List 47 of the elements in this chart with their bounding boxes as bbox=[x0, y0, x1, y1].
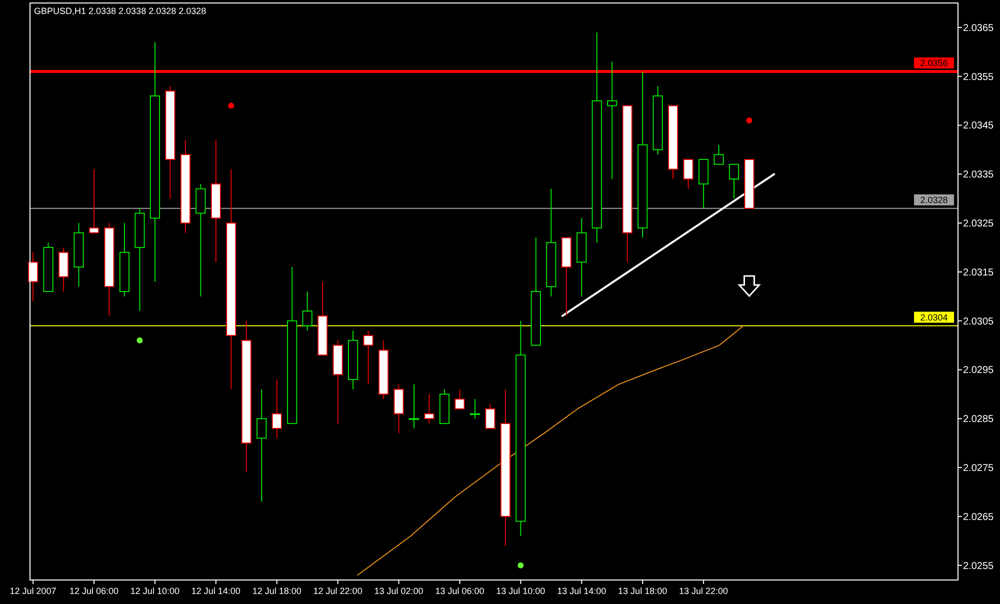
ref-line-label: 2.0328 bbox=[920, 195, 948, 206]
x-tick-label: 13 Jul 06:00 bbox=[435, 586, 484, 596]
candlestick bbox=[424, 394, 434, 424]
x-tick-label: 13 Jul 18:00 bbox=[618, 586, 668, 596]
y-tick-label: 2.0365 bbox=[963, 22, 994, 34]
x-tick-label: 12 Jul 22:00 bbox=[313, 586, 362, 596]
y-tick-label: 2.0295 bbox=[963, 365, 994, 376]
x-tick-label: 12 Jul 14:00 bbox=[191, 586, 240, 596]
y-tick-label: 2.0265 bbox=[963, 512, 994, 523]
candlestick bbox=[256, 388, 267, 502]
y-tick-label: 2.0255 bbox=[963, 560, 994, 572]
candlestick bbox=[470, 398, 480, 420]
line-series bbox=[357, 325, 744, 576]
y-tick-label: 2.0315 bbox=[963, 267, 994, 278]
candlestick bbox=[683, 158, 694, 190]
x-tick-label: 13 Jul 10:00 bbox=[496, 586, 546, 596]
point bbox=[518, 562, 524, 568]
candlestick bbox=[714, 144, 724, 165]
y-tick-label: 2.0355 bbox=[963, 72, 994, 83]
x-tick-label: 12 Jul 18:00 bbox=[252, 586, 302, 596]
point bbox=[228, 102, 234, 109]
x-tick-label: 12 Jul 10:00 bbox=[130, 586, 180, 596]
candlestick bbox=[607, 61, 618, 180]
y-tick-label: 2.0275 bbox=[963, 463, 994, 474]
ref-line-label: 2.0304 bbox=[920, 312, 948, 322]
y-tick-label: 2.0335 bbox=[963, 170, 994, 181]
chart-title: GBPUSD,H1 2.0338 2.0338 2.0328 2.0328 bbox=[34, 6, 206, 16]
x-tick-label: 13 Jul 14:00 bbox=[557, 586, 606, 596]
ref-line-label: 2.0356 bbox=[920, 58, 948, 68]
candlestick bbox=[728, 164, 740, 200]
candlestick bbox=[485, 403, 496, 429]
x-tick-label: 12 Jul 06:00 bbox=[69, 586, 119, 596]
x-tick-label: 13 Jul 02:00 bbox=[374, 586, 424, 596]
point bbox=[746, 117, 752, 124]
candlestick bbox=[408, 384, 420, 429]
y-tick-label: 2.0285 bbox=[963, 414, 994, 426]
candlestick bbox=[363, 330, 374, 385]
y-tick-label: 2.0305 bbox=[963, 316, 994, 328]
y-tick-label: 2.0345 bbox=[963, 120, 994, 132]
candlestick bbox=[454, 388, 465, 410]
x-tick-label: 12 Jul 2007 bbox=[10, 586, 56, 596]
candlestick bbox=[302, 291, 312, 332]
x-tick-label: 13 Jul 22:00 bbox=[679, 586, 728, 596]
candlestick bbox=[88, 168, 100, 234]
point bbox=[136, 337, 143, 344]
y-tick-label: 2.0325 bbox=[963, 218, 994, 230]
candlestick bbox=[272, 379, 282, 439]
